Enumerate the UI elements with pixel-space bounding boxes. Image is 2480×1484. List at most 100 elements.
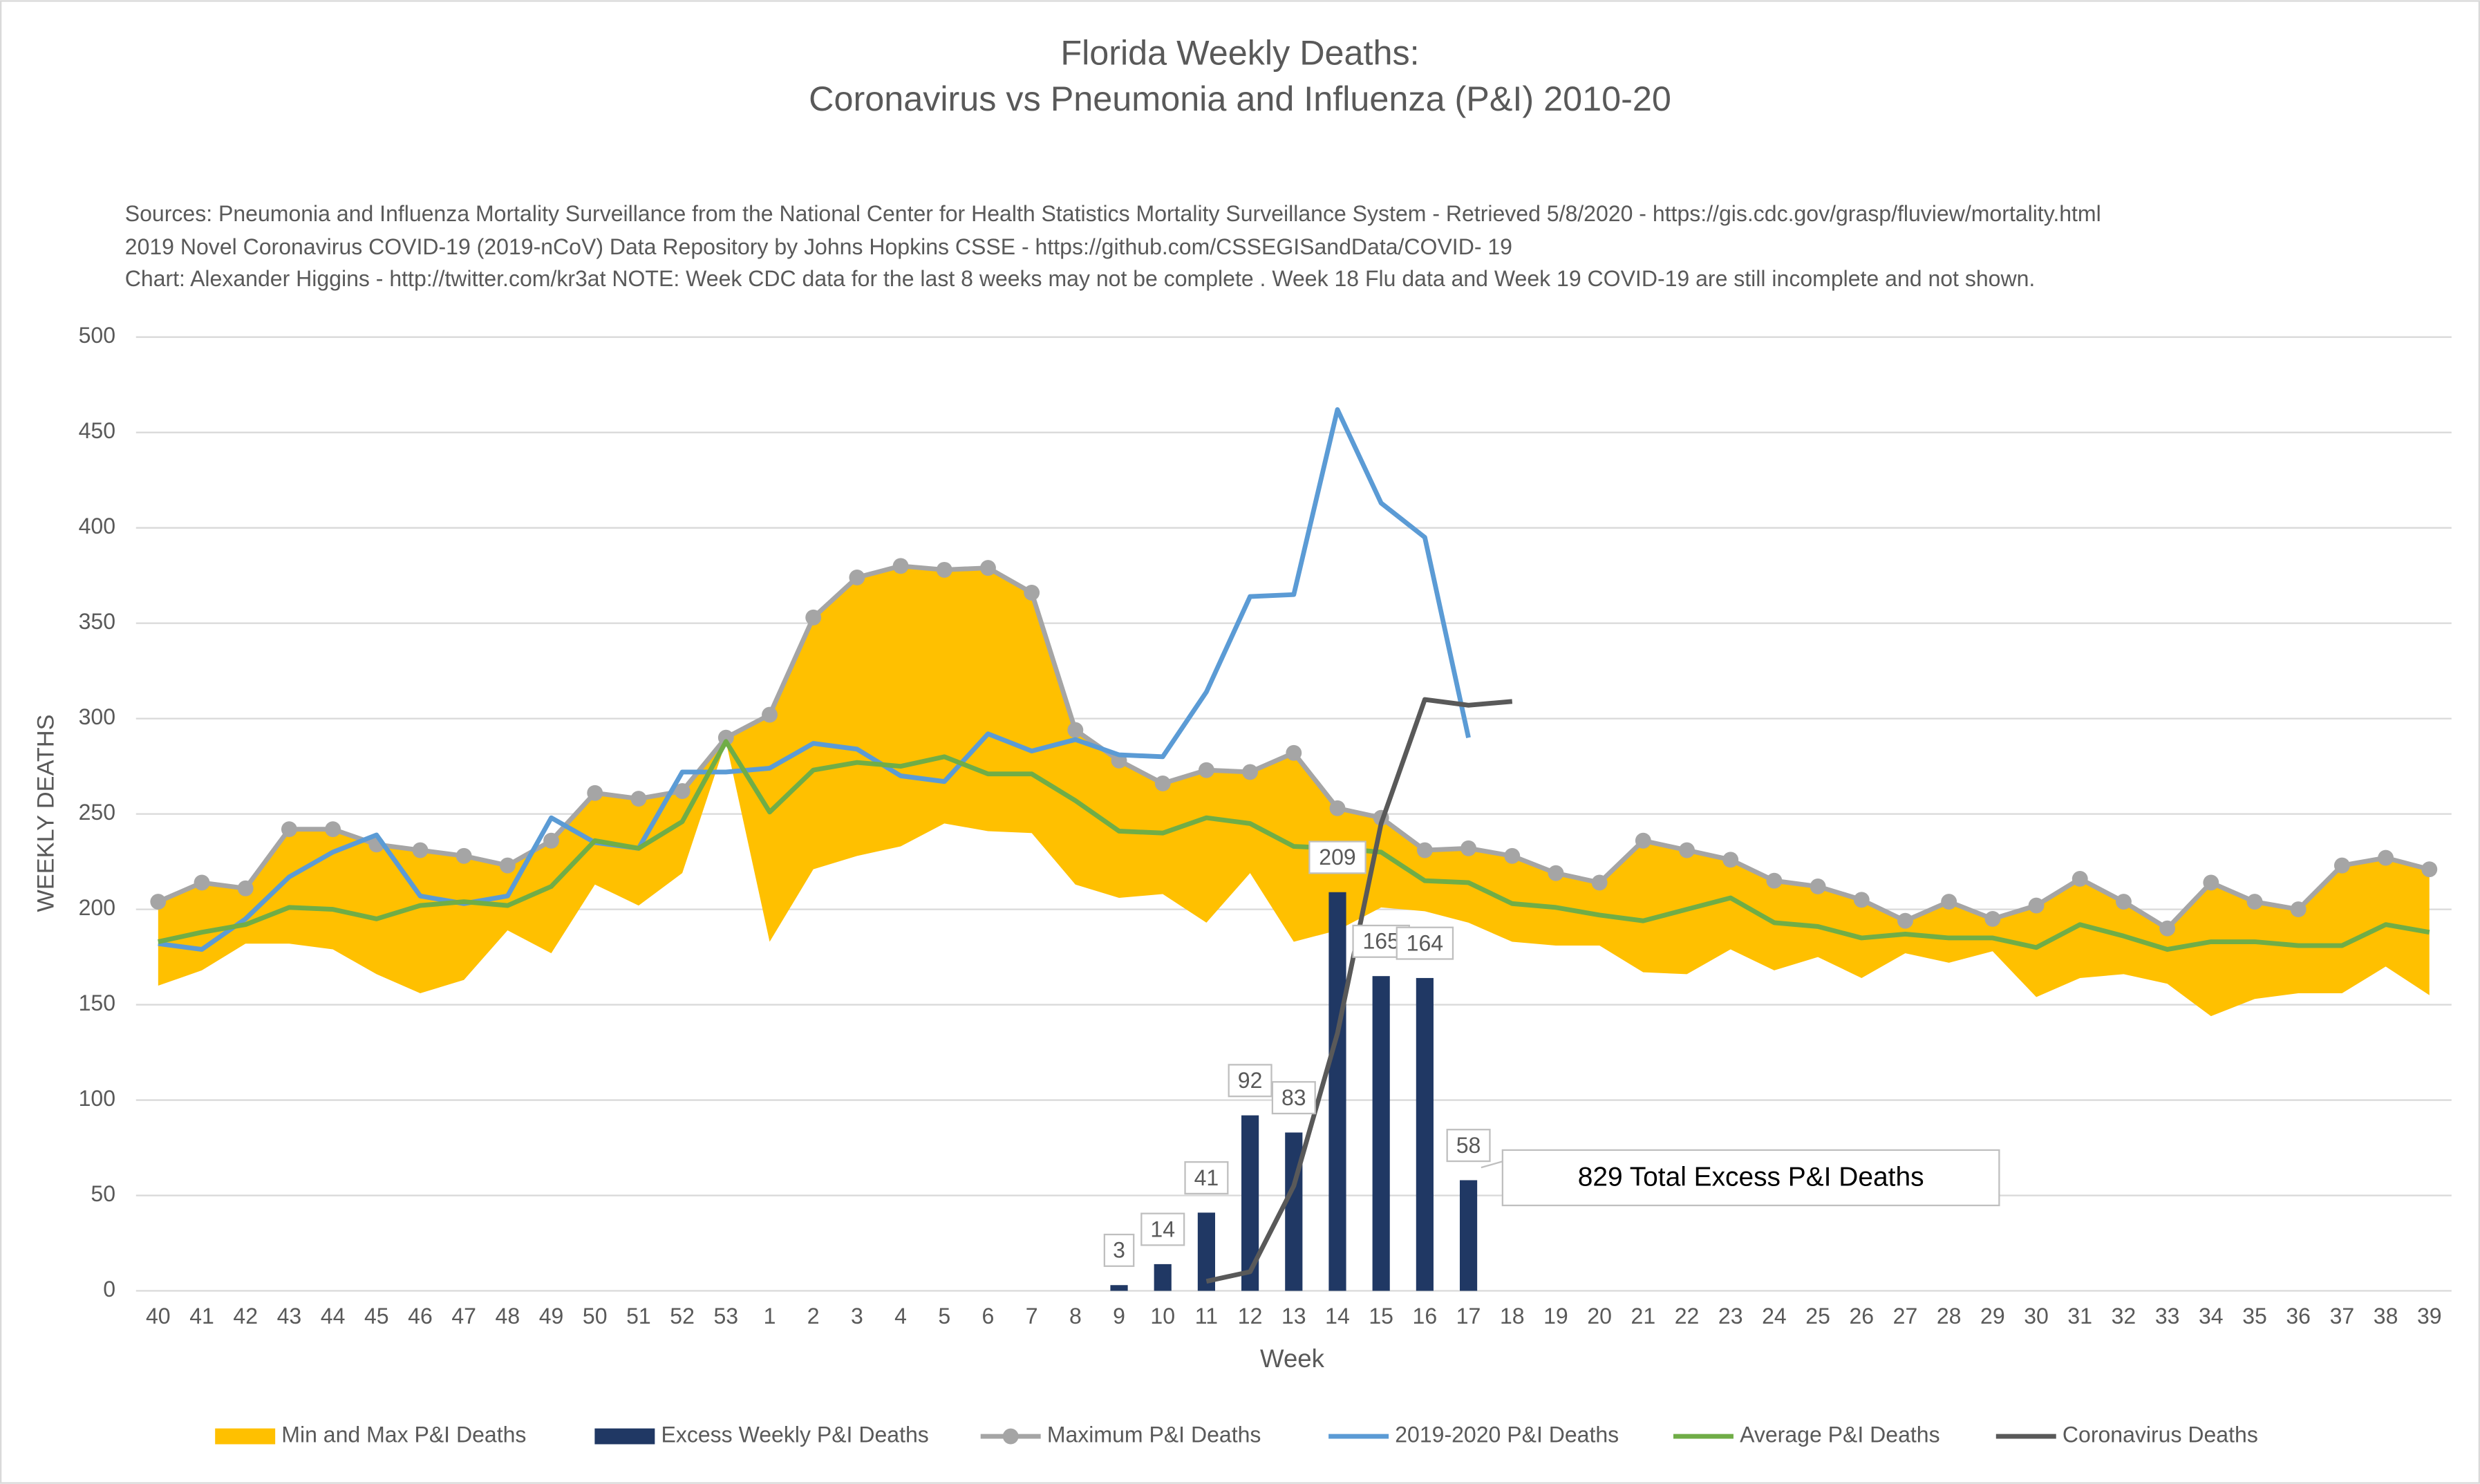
bar [1154, 1264, 1172, 1291]
y-tick-label: 150 [79, 990, 115, 1015]
marker [1460, 840, 1477, 856]
marker [1198, 762, 1214, 778]
x-tick-label: 30 [2024, 1304, 2049, 1328]
data-label-box [1103, 1233, 1135, 1267]
marker [1722, 852, 1739, 868]
y-tick-label: 400 [79, 514, 115, 538]
bar [1459, 1180, 1478, 1291]
marker [1679, 842, 1695, 858]
marker [2072, 871, 2088, 887]
marker [1067, 722, 1084, 738]
legend-label: Average P&I Deaths [1740, 1422, 1940, 1447]
marker [237, 880, 254, 896]
marker [1941, 894, 1957, 910]
y-tick-label: 250 [79, 800, 115, 825]
y-tick-label: 50 [91, 1181, 115, 1206]
x-tick-label: 28 [1937, 1304, 1962, 1328]
x-tick-label: 2 [807, 1304, 820, 1328]
x-tick-label: 47 [451, 1304, 476, 1328]
x-tick-label: 4 [894, 1304, 907, 1328]
x-tick-label: 44 [321, 1304, 346, 1328]
legend-swatch [215, 1428, 276, 1445]
x-tick-label: 43 [277, 1304, 302, 1328]
marker [980, 560, 996, 576]
x-tick-label: 37 [2330, 1304, 2355, 1328]
data-label: 58 [1456, 1133, 1481, 1158]
x-tick-label: 17 [1456, 1304, 1481, 1328]
data-label: 3 [1113, 1238, 1125, 1263]
data-label: 164 [1407, 930, 1443, 955]
marker [762, 706, 778, 723]
legend-label: 2019-2020 P&I Deaths [1395, 1422, 1619, 1447]
marker [2421, 861, 2438, 878]
legend-label: Excess Weekly P&I Deaths [661, 1422, 928, 1447]
marker [2028, 897, 2045, 914]
y-tick-label: 200 [79, 895, 115, 920]
x-tick-label: 49 [539, 1304, 564, 1328]
marker [1329, 800, 1346, 816]
marker [717, 729, 734, 746]
x-tick-label: 35 [2242, 1304, 2267, 1328]
x-tick-label: 38 [2374, 1304, 2398, 1328]
x-tick-label: 10 [1150, 1304, 1175, 1328]
x-tick-label: 33 [2155, 1304, 2180, 1328]
marker [1024, 585, 1040, 601]
marker [1810, 879, 1826, 894]
marker [805, 609, 822, 626]
marker [194, 874, 210, 891]
x-tick-label: 26 [1849, 1304, 1874, 1328]
x-tick-label: 22 [1675, 1304, 1700, 1328]
marker [892, 558, 909, 574]
data-label: 92 [1238, 1068, 1263, 1093]
data-label-box [1271, 1081, 1316, 1115]
marker [499, 857, 516, 874]
marker [2246, 894, 2263, 910]
x-tick-label: 5 [938, 1304, 950, 1328]
x-tick-label: 29 [1980, 1304, 2005, 1328]
annotation-box [1501, 1149, 2000, 1207]
x-axis-label: Week [1260, 1344, 1325, 1373]
x-tick-label: 27 [1893, 1304, 1918, 1328]
x-tick-label: 19 [1543, 1304, 1568, 1328]
data-label-box [1308, 840, 1366, 874]
marker [1635, 832, 1651, 849]
x-tick-label: 23 [1718, 1304, 1743, 1328]
bar [1328, 892, 1346, 1291]
x-tick-label: 42 [233, 1304, 258, 1328]
x-tick-label: 11 [1195, 1304, 1218, 1328]
subtitle: Chart: Alexander Higgins - http://twitte… [125, 266, 2036, 291]
data-label-box [1140, 1212, 1185, 1246]
y-tick-label: 0 [103, 1277, 115, 1302]
y-tick-label: 350 [79, 609, 115, 634]
marker [2203, 874, 2219, 891]
y-axis-label: WEEKLY DEATHS [33, 714, 59, 912]
x-tick-label: 3 [851, 1304, 863, 1328]
marker [2290, 901, 2307, 918]
x-tick-label: 6 [982, 1304, 995, 1328]
data-label: 209 [1319, 845, 1355, 870]
legend-label: Coronavirus Deaths [2063, 1422, 2258, 1447]
x-tick-label: 16 [1413, 1304, 1438, 1328]
marker [1242, 764, 1259, 780]
marker [281, 821, 297, 838]
legend-label: Min and Max P&I Deaths [281, 1422, 526, 1447]
data-label: 165 [1362, 929, 1399, 954]
marker [2115, 894, 2132, 910]
marker [1504, 847, 1521, 864]
x-tick-label: 48 [496, 1304, 520, 1328]
x-tick-label: 36 [2286, 1304, 2311, 1328]
x-tick-label: 25 [1805, 1304, 1830, 1328]
chart-title: Coronavirus vs Pneumonia and Influenza (… [809, 79, 1671, 118]
subtitle: Sources: Pneumonia and Influenza Mortali… [125, 201, 2101, 226]
marker [630, 791, 647, 807]
marker [455, 847, 472, 864]
chart-title: Florida Weekly Deaths: [1060, 33, 1419, 73]
data-label: 83 [1281, 1085, 1306, 1110]
y-tick-label: 300 [79, 704, 115, 729]
marker [1154, 776, 1171, 791]
x-tick-label: 15 [1369, 1304, 1393, 1328]
x-tick-label: 39 [2417, 1304, 2442, 1328]
marker [2378, 849, 2394, 866]
